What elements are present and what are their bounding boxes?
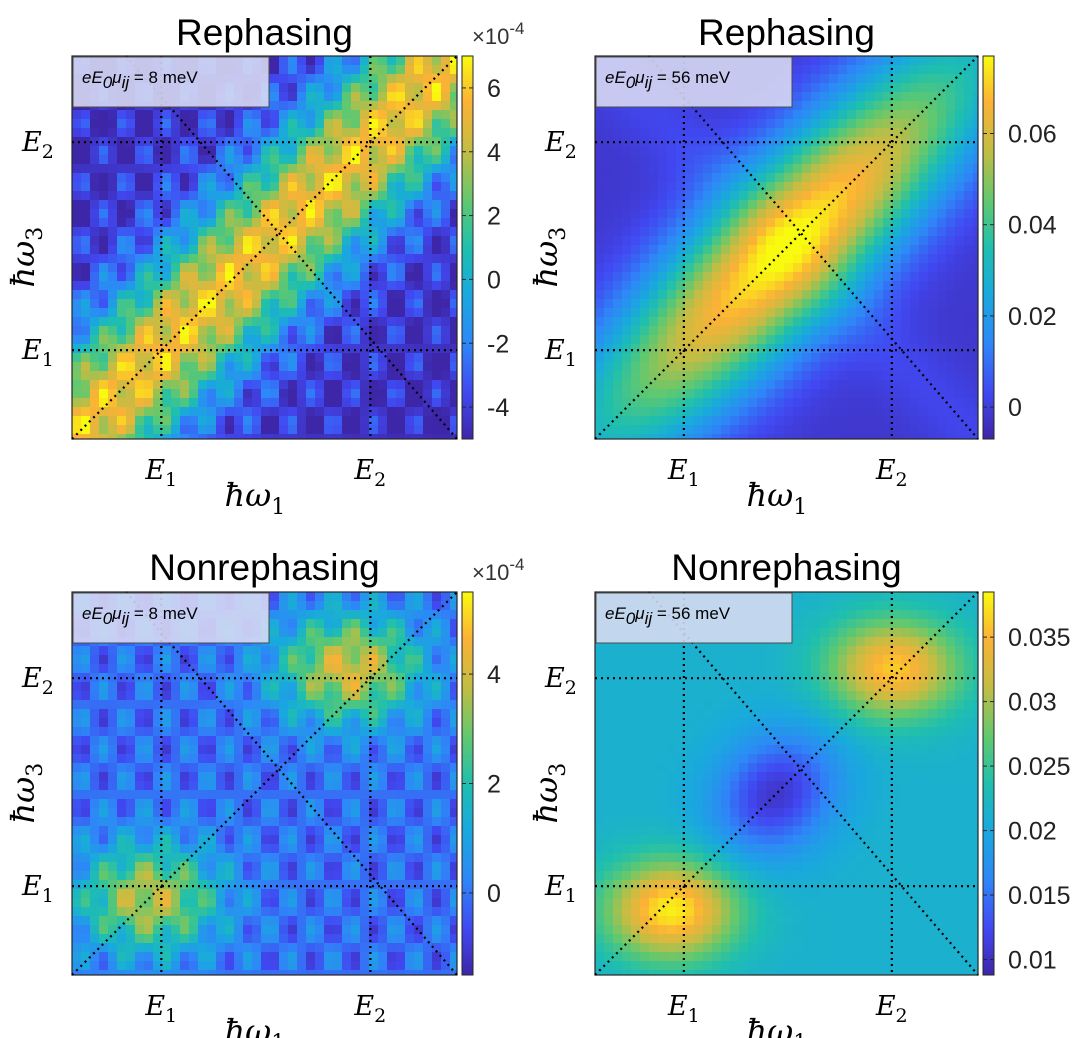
colorbar [982,591,995,976]
colorbar-tick-label: 2 [487,771,501,799]
colorbar-tick-label: -4 [487,394,509,422]
colorbar-tick-label: 0.015 [1008,882,1071,910]
colorbar-tick-label: 0 [487,880,501,908]
x-tick-label: E2 [353,455,386,491]
y-axis-label: ħω3 [527,763,571,824]
colorbar-tick-label: 0.06 [1008,121,1057,149]
heatmap-image [595,56,978,439]
y-axis-label: ħω3 [4,763,48,824]
y-tick-label: E2 [544,663,577,699]
colorbar [461,55,474,440]
field-annotation: eE0μij = 8 meV [72,56,270,108]
colorbar-tick-label: 0 [1008,394,1022,422]
field-annotation: eE0μij = 56 meV [595,56,793,108]
panel-title: Nonrephasing [149,547,379,588]
y-tick-label: E1 [21,871,54,907]
x-tick-label: E2 [875,991,908,1027]
y-axis-label: ħω3 [527,227,571,288]
y-tick-label: E2 [21,127,54,163]
dotted-guides [594,591,979,976]
field-annotation: eE0μij = 8 meV [72,592,270,644]
colorbar-tick-label: 0.03 [1008,689,1057,717]
colorbar-exponent: ×10-4 [472,19,524,49]
colorbar-tick-label: 0.01 [1008,947,1057,975]
field-annotation: eE0μij = 56 meV [595,592,793,644]
colorbar-tick-label: 4 [487,661,501,689]
y-tick-label: E1 [544,871,577,907]
plot-frame [594,591,979,976]
plot-frame [594,55,979,440]
colorbar [982,55,995,440]
heatmap-image [595,592,978,975]
colorbar-exponent: ×10-4 [472,555,524,585]
y-tick-label: E2 [21,663,54,699]
colorbar-tick-label: 0.035 [1008,624,1071,652]
y-tick-label: E2 [544,127,577,163]
colorbar-tick-label: 0.025 [1008,753,1071,781]
dotted-guides [594,55,979,440]
plot-frame [71,55,458,440]
colorbar-tick-label: 6 [487,75,501,103]
dotted-guides [71,591,458,976]
x-axis-label: ħω1 [747,1012,808,1038]
x-tick-label: E2 [353,991,386,1027]
dotted-guides [71,55,458,440]
panel-title: Rephasing [176,12,353,53]
panel-1: Rephasing eE0μij = 8 meV E1 E2 E1 E2 ħω1 ħω3 6 4 2… [4,12,524,520]
x-tick-label: E1 [144,455,177,491]
colorbar-tick-label: 2 [487,203,501,231]
x-axis-label: ħω1 [747,476,808,520]
colorbar-tick-label: 0.04 [1008,212,1057,240]
panel-2: Rephasing eE0μij = 56 meV E1 E2 E1 E2 ħω1 ħω3 0.… [527,12,1057,520]
colorbar-tick-label: 0 [487,266,501,294]
plot-frame [71,591,458,976]
x-tick-label: E1 [667,455,700,491]
heatmap-image [72,592,457,975]
panel-title: Rephasing [698,12,875,53]
panel-title: Nonrephasing [671,547,901,588]
y-tick-label: E1 [544,335,577,371]
colorbar-tick-label: 0.02 [1008,303,1057,331]
colorbar-tick-label: 4 [487,139,501,167]
x-axis-label: ħω1 [225,1012,286,1038]
svg-text:eE0μij = 8 meV: eE0μij = 8 meV [82,68,198,92]
x-axis-label: ħω1 [225,476,286,520]
y-tick-label: E1 [21,335,54,371]
svg-text:eE0μij = 56 meV: eE0μij = 56 meV [605,68,731,92]
colorbar-tick-label: -2 [487,330,509,358]
y-axis-label: ħω3 [4,227,48,288]
heatmap-image [72,56,457,439]
colorbar-tick-label: 0.02 [1008,818,1057,846]
x-tick-label: E2 [875,455,908,491]
x-tick-label: E1 [667,991,700,1027]
x-tick-label: E1 [144,991,177,1027]
